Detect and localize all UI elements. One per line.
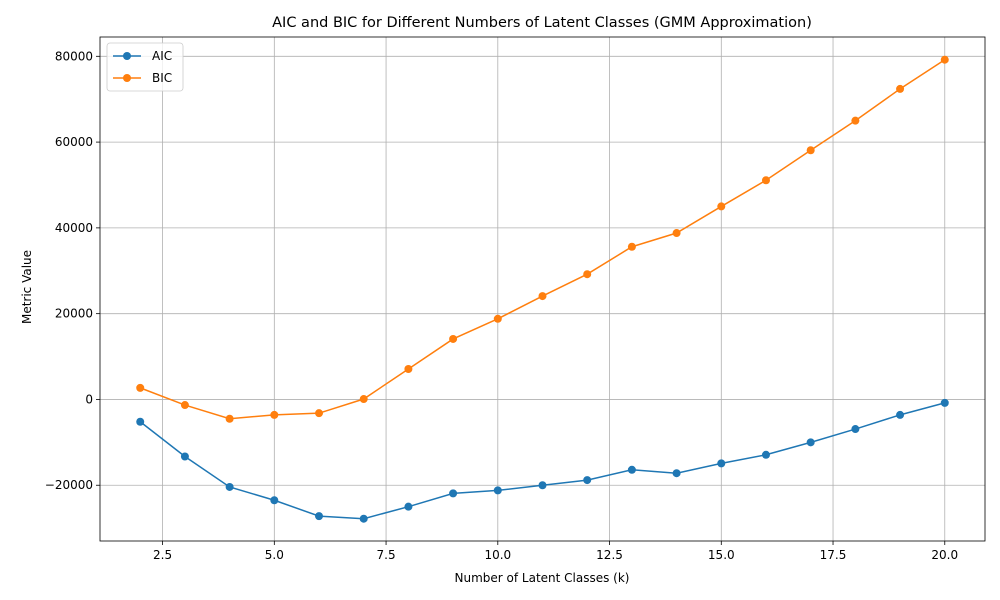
data-point-bic	[359, 395, 368, 404]
data-point-bic	[896, 84, 905, 93]
legend: AIC BIC	[106, 42, 184, 92]
x-tick-label: 5.0	[265, 548, 284, 562]
plot-frame	[99, 36, 986, 542]
data-point-aic	[493, 486, 502, 495]
legend-swatch-marker	[123, 52, 131, 60]
data-point-aic	[806, 438, 815, 447]
y-axis-label: Metric Value	[20, 250, 34, 324]
x-tick-label: 15.0	[708, 548, 735, 562]
data-point-bic	[583, 270, 592, 279]
data-point-bic	[717, 202, 726, 211]
x-tick-label: 12.5	[596, 548, 623, 562]
data-point-aic	[449, 489, 458, 498]
x-tick-label: 2.5	[153, 548, 172, 562]
data-point-aic	[180, 452, 189, 461]
y-tick-label: 80000	[55, 49, 93, 63]
data-point-bic	[493, 314, 502, 323]
data-point-aic	[896, 410, 905, 419]
data-point-bic	[315, 409, 324, 418]
data-point-bic	[225, 414, 234, 423]
data-point-aic	[627, 465, 636, 474]
x-tick-label: 10.0	[484, 548, 511, 562]
y-axis: −20000 0 20000 40000 60000 80000	[45, 49, 100, 492]
chart-title: AIC and BIC for Different Numbers of Lat…	[272, 15, 812, 31]
legend-label: BIC	[152, 71, 172, 85]
data-point-aic	[404, 502, 413, 511]
data-point-aic	[225, 482, 234, 491]
legend-item-aic: AIC	[113, 49, 172, 63]
grid	[100, 37, 985, 541]
y-tick-label: 20000	[55, 307, 93, 321]
data-point-bic	[136, 383, 145, 392]
data-point-aic	[270, 496, 279, 505]
x-axis-label: Number of Latent Classes (k)	[455, 571, 630, 585]
data-point-bic	[851, 116, 860, 125]
y-tick-label: 40000	[55, 221, 93, 235]
data-point-bic	[761, 176, 770, 185]
data-point-aic	[717, 459, 726, 468]
y-tick-label: 0	[85, 392, 93, 406]
legend-swatch-marker	[123, 74, 131, 82]
data-point-aic	[761, 450, 770, 459]
legend-item-bic: BIC	[113, 71, 172, 85]
series-bic	[136, 55, 949, 423]
data-point-bic	[538, 292, 547, 301]
series-aic	[136, 398, 949, 523]
data-point-bic	[627, 242, 636, 251]
data-point-aic	[851, 425, 860, 434]
y-tick-label: 60000	[55, 135, 93, 149]
x-tick-label: 7.5	[377, 548, 396, 562]
data-point-bic	[672, 229, 681, 238]
data-point-aic	[940, 398, 949, 407]
data-point-aic	[583, 476, 592, 485]
y-tick-label: −20000	[45, 478, 93, 492]
series-layer	[136, 55, 949, 523]
data-point-aic	[359, 514, 368, 523]
data-point-bic	[940, 55, 949, 64]
data-point-aic	[672, 469, 681, 478]
data-point-aic	[315, 512, 324, 521]
x-tick-label: 17.5	[820, 548, 847, 562]
data-point-bic	[806, 146, 815, 155]
data-point-bic	[180, 401, 189, 410]
data-point-bic	[404, 364, 413, 373]
x-axis: 2.5 5.0 7.5 10.0 12.5 15.0 17.5 20.0	[153, 541, 958, 562]
data-point-bic	[449, 334, 458, 343]
data-point-aic	[538, 481, 547, 490]
data-point-aic	[136, 417, 145, 426]
legend-label: AIC	[152, 49, 172, 63]
data-point-bic	[270, 410, 279, 419]
x-tick-label: 20.0	[931, 548, 958, 562]
